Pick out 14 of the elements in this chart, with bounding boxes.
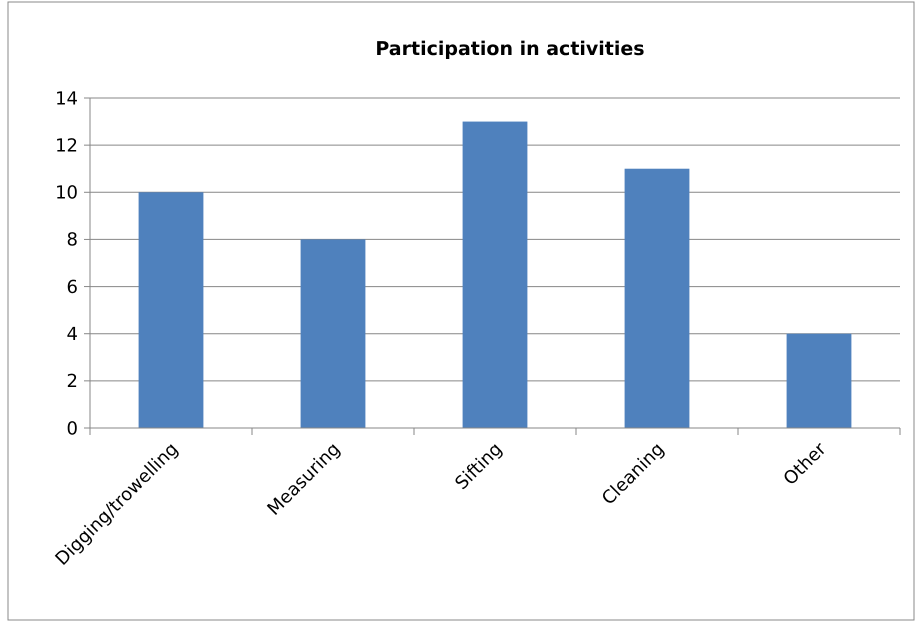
- y-tick-label: 2: [66, 371, 78, 392]
- bar: [624, 168, 690, 428]
- bar: [138, 192, 204, 428]
- chart-title: Participation in activities: [375, 38, 645, 60]
- y-tick-label: 14: [55, 88, 78, 110]
- y-tick-label: 10: [55, 182, 78, 204]
- y-tick-label: 0: [66, 418, 78, 440]
- bar: [786, 334, 852, 428]
- bar: [300, 239, 366, 428]
- bar: [462, 122, 528, 428]
- y-tick-label: 8: [66, 230, 78, 251]
- y-tick-label: 6: [66, 276, 78, 298]
- y-tick-label: 12: [55, 135, 78, 156]
- y-tick-label: 4: [66, 324, 78, 346]
